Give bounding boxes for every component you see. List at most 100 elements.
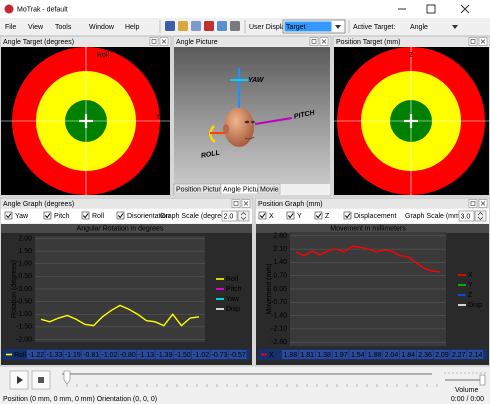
menu-item[interactable]: View	[28, 24, 44, 31]
panel-header	[333, 36, 490, 47]
head-eye	[244, 120, 250, 124]
picture-tab-label[interactable]: Position Picture	[176, 186, 225, 193]
checkbox[interactable]	[286, 211, 295, 220]
readout-value: 1.81	[300, 352, 314, 359]
checkbox-check	[344, 213, 351, 219]
toolbar-button[interactable]	[204, 21, 214, 31]
checkbox[interactable]	[314, 211, 323, 220]
toolbar-button[interactable]	[165, 21, 175, 31]
checkbox[interactable]	[343, 211, 352, 220]
menu-item[interactable]: File	[5, 24, 16, 31]
checkbox-label[interactable]: Y	[297, 213, 302, 220]
y-tick-label: 1.40	[273, 259, 287, 266]
readout-cell	[45, 350, 64, 359]
readout-value: -0.57	[230, 352, 246, 359]
graph-scale-input[interactable]	[458, 210, 475, 222]
panel-header	[173, 36, 331, 47]
active-target-dropdown[interactable]	[407, 20, 463, 33]
readout-cell	[173, 350, 192, 359]
checkbox[interactable]	[258, 211, 267, 220]
panel-close-icon	[480, 39, 486, 44]
menu-item[interactable]: Tools	[55, 24, 72, 31]
checkbox-check	[315, 213, 322, 219]
y-tick-label: -2.00	[16, 336, 32, 343]
toolbar-button[interactable]	[217, 21, 227, 31]
chart-title: Movement in millimeters	[330, 226, 406, 233]
readout-value: -0.80	[120, 352, 136, 359]
volume-thumb[interactable]	[479, 374, 486, 386]
menu-item[interactable]: Help	[125, 24, 140, 31]
panel-float-button[interactable]	[468, 37, 478, 46]
checkbox-label[interactable]: X	[269, 213, 274, 220]
checkbox-label[interactable]: Z	[325, 213, 330, 220]
user-display-value: Target	[286, 24, 306, 31]
picture-tab-label[interactable]: Movie	[260, 186, 279, 193]
toolbar-button[interactable]	[178, 21, 188, 31]
readout-value: -1.33	[47, 352, 63, 359]
checkbox-check	[117, 213, 124, 219]
checkbox-check	[44, 213, 51, 219]
readout-value: -1.02	[102, 352, 118, 359]
graph-scale-spinner[interactable]	[237, 210, 250, 222]
y-tick-label: 0.00	[273, 286, 287, 293]
checkbox[interactable]	[116, 211, 125, 220]
chart-title-bar	[1, 224, 252, 233]
app-icon	[4, 4, 14, 14]
panel-title: Angle Target (degrees)	[3, 39, 74, 46]
readout-value: -0.81	[83, 352, 99, 359]
readout-cell	[282, 350, 299, 359]
toolbar-button[interactable]	[230, 21, 240, 31]
readout-cell	[210, 350, 229, 359]
readout-cell	[383, 350, 400, 359]
readout-value: 2.04	[385, 352, 399, 359]
readout-value: 1.54	[351, 352, 365, 359]
graph-scale-spinner[interactable]	[474, 210, 487, 222]
checkbox[interactable]	[4, 211, 13, 220]
maximize-button[interactable]	[426, 4, 436, 14]
graph-scale-label: Graph Scale (degree)	[160, 213, 227, 220]
panel-float-button[interactable]	[309, 37, 319, 46]
picture-tab-label[interactable]: Angle Picture	[223, 186, 265, 193]
graph-scale-input[interactable]	[221, 210, 238, 222]
toolbar-button[interactable]	[191, 21, 201, 31]
readout-cell	[298, 350, 316, 359]
stop-icon	[38, 377, 44, 383]
picture-tab[interactable]	[257, 183, 281, 195]
panel-float-button[interactable]	[468, 199, 478, 208]
user-display-label: User Display:	[249, 24, 291, 31]
checkbox-label[interactable]: Disorientation	[127, 213, 170, 220]
checkbox-label[interactable]: Yaw	[15, 213, 29, 220]
seek-thumb[interactable]	[63, 370, 71, 385]
readout-value: 2.14	[469, 352, 483, 359]
legend-label: Disp	[468, 302, 482, 309]
active-target-value: Angle	[410, 24, 428, 31]
readout-value: -0.73	[212, 352, 228, 359]
checkbox-check	[259, 213, 266, 219]
checkbox-label[interactable]: Roll	[92, 213, 105, 220]
spinner-arrows	[477, 212, 484, 220]
status-text: Position (0 mm, 0 mm, 0 mm) Orientation …	[3, 396, 157, 403]
panel-float-icon	[311, 39, 317, 44]
readout-cell	[118, 350, 137, 359]
readout-value: -1.22	[28, 352, 44, 359]
roll-arrow	[209, 125, 216, 143]
legend-label: Pitch	[226, 286, 242, 293]
chart-title: Angular Rotation in degrees	[77, 226, 164, 233]
play-icon	[17, 376, 23, 384]
active-target-label: Active Target:	[353, 24, 395, 31]
checkbox-label[interactable]: Displacement	[354, 213, 396, 220]
readout-value: -1.50	[175, 352, 191, 359]
panel-float-button[interactable]	[231, 199, 241, 208]
readout-value: -1.02	[193, 352, 209, 359]
checkbox[interactable]	[81, 211, 90, 220]
picture-label: YAW	[248, 77, 265, 84]
close-button[interactable]	[460, 4, 470, 14]
panel-header	[0, 198, 253, 209]
panel-float-button[interactable]	[149, 37, 159, 46]
target-right-label: X	[484, 114, 489, 121]
menu-item[interactable]: Window	[89, 24, 115, 31]
checkbox-label[interactable]: Pitch	[54, 213, 70, 220]
checkbox[interactable]	[43, 211, 52, 220]
3d-view	[174, 47, 330, 184]
